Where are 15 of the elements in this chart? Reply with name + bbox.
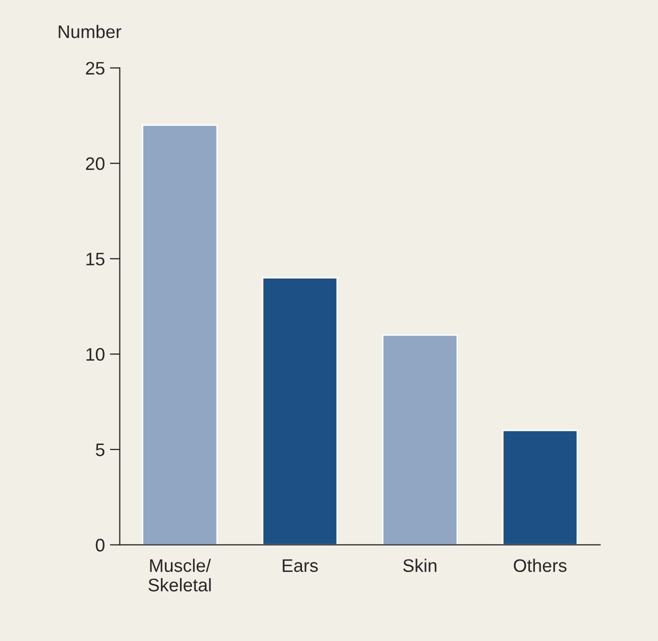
x-tick-label: Ears	[282, 559, 318, 572]
bar	[142, 124, 218, 545]
bar	[502, 430, 578, 545]
y-tick-label: 25	[86, 62, 104, 75]
y-tick-label: 5	[96, 444, 104, 456]
y-tick-label: 0	[96, 538, 104, 552]
y-tick-label: 20	[86, 157, 104, 170]
y-tick-label: 10	[86, 348, 104, 361]
x-tick-label: Muscle/ Skeletal	[148, 558, 211, 592]
y-axis-title: Number	[58, 24, 122, 38]
x-tick-label: Skin	[403, 558, 436, 572]
bar	[262, 277, 338, 545]
x-tick-label: Others	[514, 558, 566, 572]
y-tick-label: 15	[86, 252, 104, 266]
bar	[382, 334, 458, 545]
